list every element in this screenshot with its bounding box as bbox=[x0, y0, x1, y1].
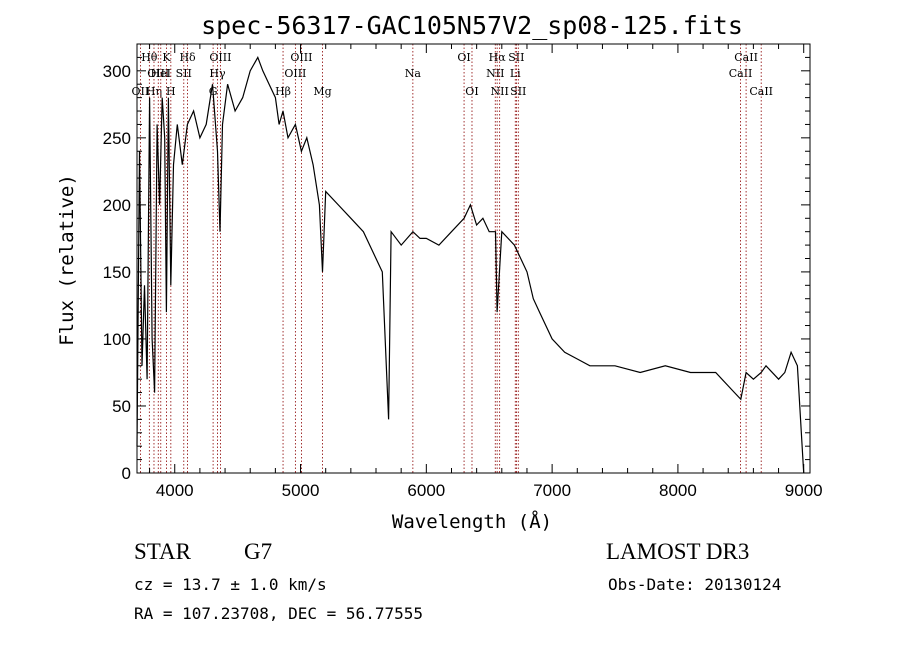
line-marker-label-24: SII bbox=[510, 85, 526, 98]
emission-line-markers: OIIHθHηOIIIHeIKHSIIHδGHγOIIIHβOIIIOIIIMg… bbox=[132, 44, 773, 473]
chart-title: spec-56317-GAC105N57V2_sp08-125.fits bbox=[201, 11, 743, 40]
line-marker-label-11: OIII bbox=[209, 51, 231, 64]
spectrum-series bbox=[136, 55, 805, 474]
y-tick-label-0: 0 bbox=[122, 464, 131, 483]
line-marker-label-19: NII bbox=[486, 67, 504, 80]
line-marker-label-22: Li bbox=[510, 67, 521, 80]
y-axis-label: Flux (relative) bbox=[56, 174, 78, 346]
line-marker-label-16: Na bbox=[405, 67, 422, 80]
line-marker-label-8: Hδ bbox=[179, 51, 196, 64]
axis-ticks: 4000 5000 6000 7000 8000 9000 0 50 100 150 200 250 3… bbox=[103, 43, 823, 500]
y-tick-label-5: 250 bbox=[103, 129, 131, 148]
line-marker-label-4: HeI bbox=[151, 67, 171, 80]
y-tick-label-2: 100 bbox=[103, 330, 131, 349]
object-class: STAR bbox=[134, 539, 191, 564]
line-marker-label-5: K bbox=[162, 51, 171, 64]
y-tick-label-3: 150 bbox=[103, 263, 131, 282]
line-marker-label-15: Mg bbox=[313, 85, 331, 98]
line-marker-label-18: OI bbox=[465, 85, 478, 98]
x-tick-label-2: 6000 bbox=[407, 481, 445, 500]
x-tick-label-5: 9000 bbox=[785, 481, 823, 500]
x-tick-label-4: 8000 bbox=[659, 481, 697, 500]
line-marker-label-10: Hγ bbox=[209, 67, 226, 80]
y-tick-label-1: 50 bbox=[112, 397, 131, 416]
x-tick-label-3: 7000 bbox=[533, 481, 571, 500]
observation-date: Obs-Date: 20130124 bbox=[608, 575, 782, 594]
line-marker-label-26: CaII bbox=[734, 51, 758, 64]
line-marker-label-14: OIII bbox=[290, 51, 312, 64]
line-marker-label-2: Hη bbox=[146, 85, 162, 98]
line-marker-label-20: Hα bbox=[489, 51, 507, 64]
line-marker-label-17: OI bbox=[457, 51, 470, 64]
line-marker-label-12: Hβ bbox=[275, 85, 291, 98]
line-marker-label-25: CaII bbox=[729, 67, 753, 80]
line-marker-label-13: OIII bbox=[284, 67, 306, 80]
line-marker-label-27: CaII bbox=[749, 85, 773, 98]
line-marker-label-1: Hθ bbox=[141, 51, 158, 64]
line-marker-label-0: OII bbox=[132, 85, 150, 98]
redshift-value: cz = 13.7 ± 1.0 km/s bbox=[134, 575, 327, 594]
coordinates: RA = 107.23708, DEC = 56.77555 bbox=[134, 604, 423, 623]
line-marker-label-6: H bbox=[166, 85, 176, 98]
survey-name: LAMOST DR3 bbox=[606, 539, 750, 564]
spectrum-line-0 bbox=[136, 55, 805, 474]
object-subclass: G7 bbox=[244, 539, 273, 564]
x-tick-label-0: 4000 bbox=[156, 481, 194, 500]
x-tick-label-1: 5000 bbox=[282, 481, 320, 500]
y-tick-label-4: 200 bbox=[103, 196, 131, 215]
line-marker-label-21: NII bbox=[491, 85, 509, 98]
y-tick-label-6: 300 bbox=[103, 62, 131, 81]
line-marker-label-3: OIII bbox=[147, 67, 169, 80]
line-marker-label-23: SII bbox=[508, 51, 524, 64]
plot-frame bbox=[136, 43, 811, 474]
x-axis-label: Wavelength (Å) bbox=[392, 510, 552, 533]
line-marker-label-7: SII bbox=[176, 67, 192, 80]
